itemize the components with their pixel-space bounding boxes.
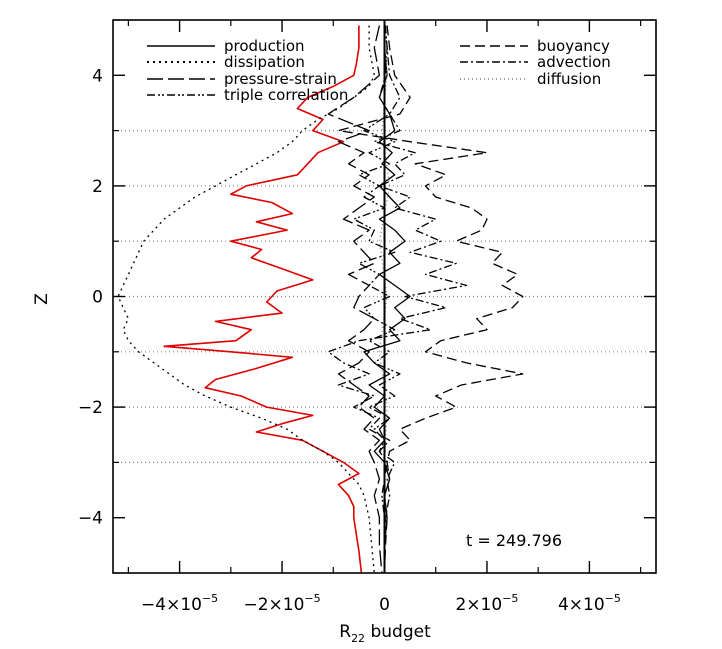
x-axis-label-rest: budget xyxy=(365,622,431,642)
x-tick-label-exponent-0: −5 xyxy=(202,592,218,605)
legend-right: buoyancy advection diffusion xyxy=(460,37,611,88)
x-tick-label-mantissa-1: −2×10 xyxy=(243,595,304,615)
legend-label-buoyancy: buoyancy xyxy=(537,37,610,55)
legend-label-dissipation: dissipation xyxy=(224,53,305,71)
series-line-red xyxy=(163,25,363,574)
series-line-pressure-strain xyxy=(327,25,383,574)
legend-label-pressure-strain: pressure-strain xyxy=(224,70,337,88)
x-tick-label-3: 2×10−5 xyxy=(455,592,518,615)
axis-ticks-layer xyxy=(113,19,656,574)
series-layer xyxy=(117,25,524,574)
y-tick-label-1: −2 xyxy=(78,398,103,418)
x-axis-label: R22 budget xyxy=(339,622,431,645)
legend-label-advection: advection xyxy=(537,53,611,71)
x-tick-label-2: 0 xyxy=(379,595,390,615)
legend-label-diffusion: diffusion xyxy=(537,70,601,88)
y-axis-label: Z xyxy=(32,293,52,305)
grid-layer xyxy=(113,130,656,463)
x-tick-label-exponent-1: −5 xyxy=(304,592,320,605)
x-tick-label-mantissa-0: −4×10 xyxy=(141,595,202,615)
series-line-dissipation xyxy=(117,25,375,574)
x-tick-label-0: −4×10−5 xyxy=(141,592,218,615)
x-tick-label-mantissa-4: 4×10 xyxy=(558,595,605,615)
x-axis-label-main: R xyxy=(339,622,351,642)
series-line-buoyancy xyxy=(337,25,524,574)
x-axis-label-sub: 22 xyxy=(351,632,365,645)
series-line-triple-correlation xyxy=(353,25,401,573)
x-tick-label-exponent-4: −5 xyxy=(605,592,621,605)
y-tick-label-0: −4 xyxy=(78,509,103,529)
x-tick-label-mantissa-3: 2×10 xyxy=(455,595,502,615)
legend-left: production dissipation pressure-strain t… xyxy=(147,37,348,104)
x-tick-label-4: 4×10−5 xyxy=(558,592,621,615)
legend-label-production: production xyxy=(224,37,305,55)
series-line-advection xyxy=(327,25,468,573)
x-tick-label-mantissa-2: 0 xyxy=(379,595,390,615)
y-tick-label-4: 4 xyxy=(92,66,103,86)
y-tick-label-2: 0 xyxy=(92,288,103,308)
x-tick-label-exponent-3: −5 xyxy=(502,592,518,605)
series-line-production xyxy=(363,25,411,573)
legend-label-triple-correlation: triple correlation xyxy=(224,86,348,104)
time-annotation: t = 249.796 xyxy=(466,531,562,550)
y-tick-label-3: 2 xyxy=(92,177,103,197)
x-tick-label-1: −2×10−5 xyxy=(243,592,320,615)
